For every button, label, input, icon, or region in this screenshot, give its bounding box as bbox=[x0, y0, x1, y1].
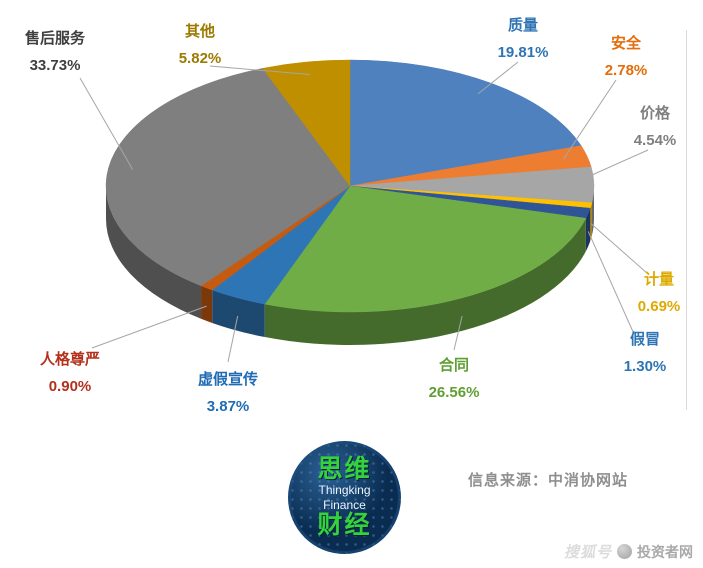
leader-line-售后服务 bbox=[79, 77, 134, 170]
leader-line-合同 bbox=[453, 315, 463, 351]
pie-slice-side-计量 bbox=[590, 202, 592, 242]
leader-line-虚假宣传 bbox=[227, 315, 239, 363]
source-text: 信息来源：中消协网站 bbox=[468, 472, 629, 489]
leader-line-安全 bbox=[562, 79, 617, 160]
logo-text-cn-top: 思维 bbox=[317, 455, 372, 484]
pie-chart-figure: 质量 19.81% 安全 2.78% 价格 4.54% 计量 0.69% 假冒 1.30% 合同 26… bbox=[25, 17, 687, 415]
plot-right-border bbox=[686, 30, 687, 410]
pie-slice-其他 bbox=[262, 59, 351, 187]
leader-line-质量 bbox=[477, 61, 519, 95]
logo-text-en-2: Finance bbox=[323, 497, 366, 512]
logo-text-en-1: Thingking bbox=[318, 483, 371, 498]
watermark: 搜狐号 投资者网 bbox=[564, 541, 693, 562]
pie-slice-side-人格尊严 bbox=[201, 285, 213, 323]
pie-slice-side-价格 bbox=[591, 186, 594, 236]
watermark-prefix: 搜狐号 bbox=[563, 544, 612, 561]
leader-line-计量 bbox=[590, 223, 649, 275]
pie-slice-side-合同 bbox=[264, 218, 586, 345]
pie-chart-canvas bbox=[79, 59, 649, 363]
pie-slice-售后服务 bbox=[105, 68, 351, 287]
leader-line-假冒 bbox=[587, 231, 635, 335]
pie-slice-side-假冒 bbox=[585, 208, 591, 252]
pie-slice-质量 bbox=[349, 59, 582, 187]
watermark-logo-icon bbox=[617, 544, 632, 559]
thinking-finance-logo: 思维 Thingking Finance 财经 bbox=[288, 441, 401, 554]
pie-slice-side-虚假宣传 bbox=[212, 289, 265, 338]
logo-text-cn-bottom: 财经 bbox=[317, 510, 372, 539]
leader-line-价格 bbox=[569, 149, 649, 186]
leader-line-其他 bbox=[209, 65, 311, 75]
leader-line-人格尊严 bbox=[91, 305, 207, 349]
pie-slice-合同 bbox=[264, 185, 587, 313]
pie-slice-side-售后服务 bbox=[106, 186, 202, 319]
watermark-account-name: 投资者网 bbox=[637, 543, 693, 560]
